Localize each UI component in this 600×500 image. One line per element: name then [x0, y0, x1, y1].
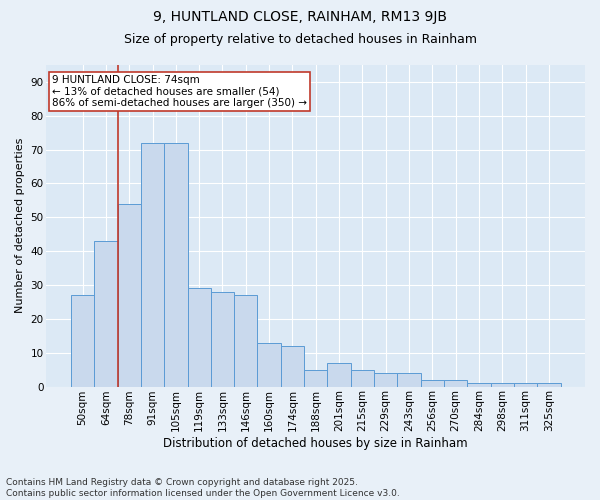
Bar	[467, 383, 491, 386]
Bar	[350, 370, 374, 386]
Bar	[444, 380, 467, 386]
Bar	[211, 292, 234, 386]
Bar	[514, 383, 537, 386]
Text: 9 HUNTLAND CLOSE: 74sqm
← 13% of detached houses are smaller (54)
86% of semi-de: 9 HUNTLAND CLOSE: 74sqm ← 13% of detache…	[52, 74, 307, 108]
X-axis label: Distribution of detached houses by size in Rainham: Distribution of detached houses by size …	[163, 437, 468, 450]
Bar	[188, 288, 211, 386]
Bar	[281, 346, 304, 387]
Bar	[234, 295, 257, 386]
Bar	[94, 241, 118, 386]
Bar	[537, 383, 560, 386]
Bar	[118, 204, 141, 386]
Bar	[397, 373, 421, 386]
Bar	[421, 380, 444, 386]
Text: Contains HM Land Registry data © Crown copyright and database right 2025.
Contai: Contains HM Land Registry data © Crown c…	[6, 478, 400, 498]
Bar	[491, 383, 514, 386]
Y-axis label: Number of detached properties: Number of detached properties	[15, 138, 25, 314]
Text: Size of property relative to detached houses in Rainham: Size of property relative to detached ho…	[124, 32, 476, 46]
Bar	[257, 342, 281, 386]
Bar	[71, 295, 94, 386]
Bar	[374, 373, 397, 386]
Bar	[164, 143, 188, 386]
Bar	[328, 363, 350, 386]
Bar	[141, 143, 164, 386]
Bar	[304, 370, 328, 386]
Text: 9, HUNTLAND CLOSE, RAINHAM, RM13 9JB: 9, HUNTLAND CLOSE, RAINHAM, RM13 9JB	[153, 10, 447, 24]
